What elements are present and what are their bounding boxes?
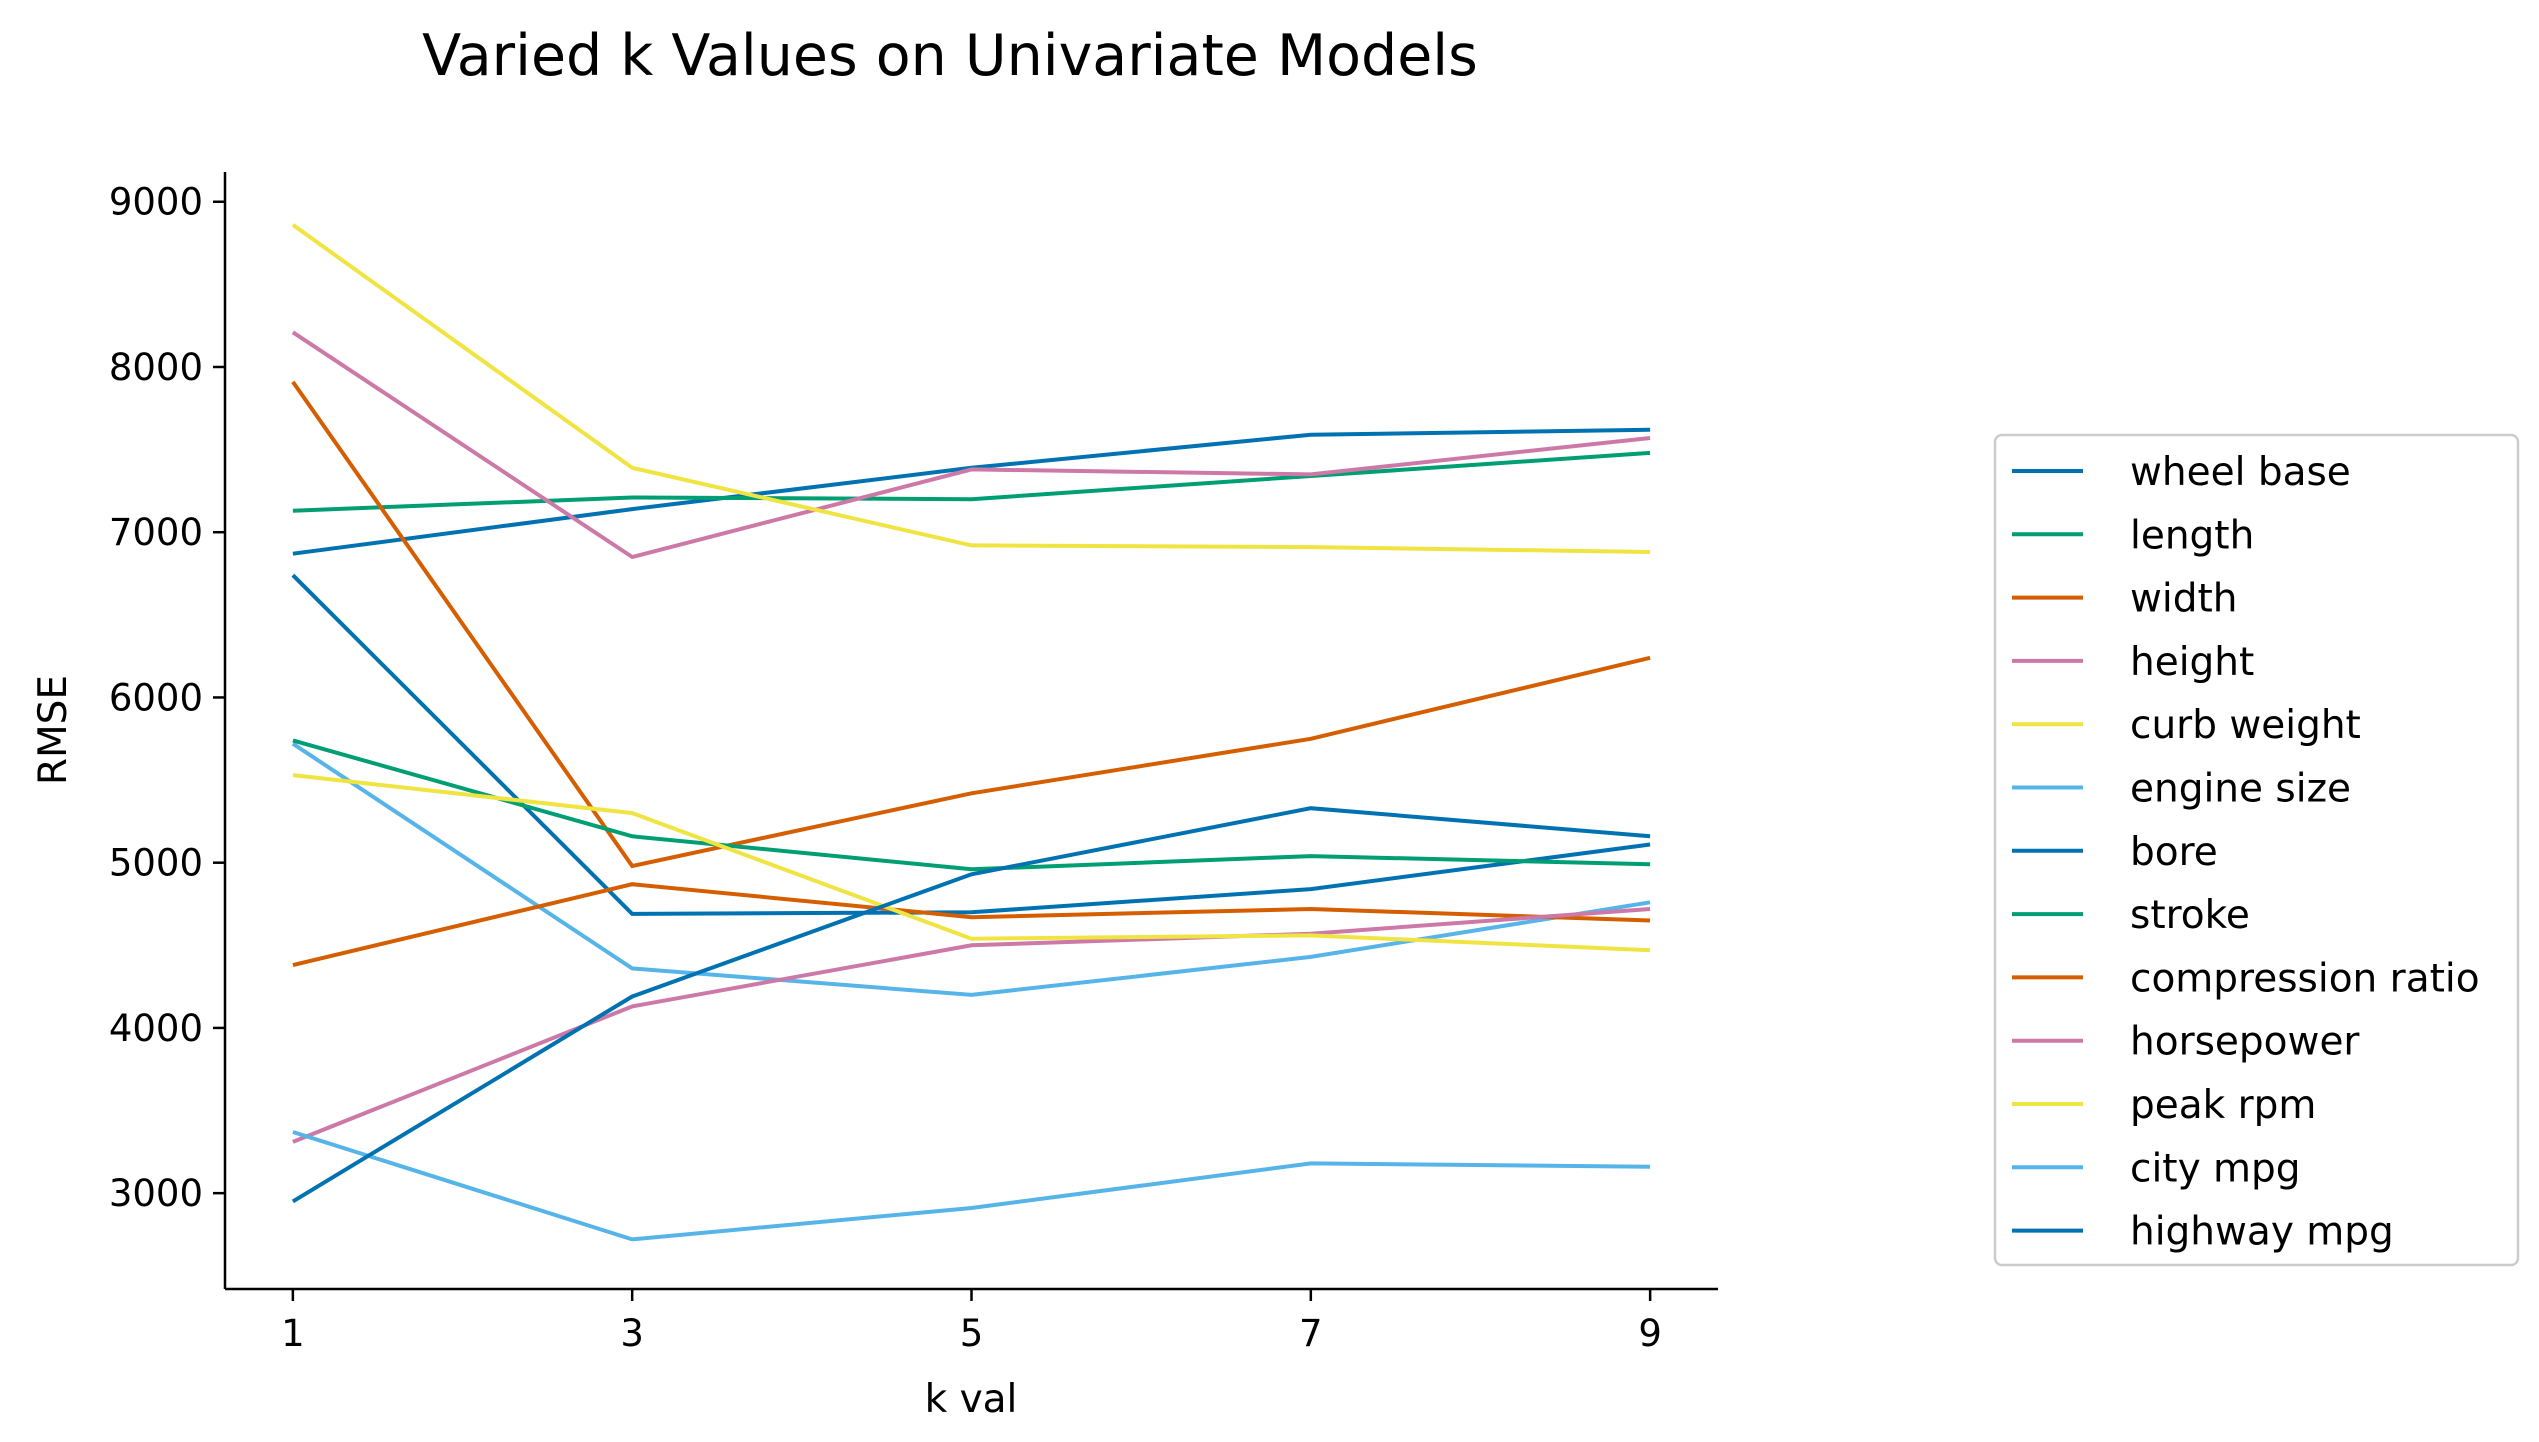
x-tick-label: 5 [960,1312,984,1355]
legend-label: stroke [2130,893,2250,938]
series-line-peak-rpm [292,773,1651,953]
series-line-wheel-base [292,427,1651,556]
y-tick-label: 7000 [109,511,203,554]
legend-label: curb weight [2130,703,2361,748]
series-line-compression-ratio [292,882,1651,968]
y-axis-label: RMSE [31,675,76,785]
series-line-horsepower [292,907,1651,1144]
legend-label: height [2130,640,2254,685]
x-tick-label: 9 [1638,1312,1662,1355]
x-tick-label: 1 [281,1312,305,1355]
legend-label: bore [2130,830,2218,875]
legend-label: peak rpm [2130,1083,2316,1128]
legend-label: width [2130,577,2238,622]
legend: wheel base length width height curb weight en… [1993,433,2520,1267]
legend-label: engine size [2130,767,2351,812]
legend-label: length [2130,513,2254,558]
series-line-stroke [292,738,1651,872]
x-axis-ticks: 1 3 5 7 9 [281,1289,1662,1355]
legend-frame [1993,433,2520,1267]
series-line-highway-mpg [291,806,1651,1204]
chart-title: Varied k Values on Univariate Models [422,23,1478,89]
x-tick-label: 3 [620,1312,644,1355]
legend-label: highway mpg [2130,1210,2394,1255]
x-tick-label: 7 [1299,1312,1323,1355]
y-tick-label: 5000 [109,842,203,885]
y-tick-label: 9000 [109,181,203,224]
legend-label: city mpg [2130,1146,2301,1191]
legend-label: wheel base [2130,450,2351,495]
series-line-height [291,330,1651,560]
legend-label: compression ratio [2130,956,2480,1001]
x-axis-label: k val [925,1377,1018,1422]
series-line-length [292,450,1651,513]
series-line-bore [291,573,1651,916]
series-layer [291,223,1651,1242]
series-line-city-mpg [292,1130,1651,1242]
series-line-width [291,380,1651,869]
y-axis-ticks: 3000 4000 5000 6000 7000 8000 9000 [109,181,225,1215]
y-tick-label: 3000 [109,1172,203,1215]
series-line-curb-weight [291,223,1651,554]
y-tick-label: 8000 [109,346,203,389]
y-tick-label: 6000 [109,676,203,719]
y-tick-label: 4000 [109,1007,203,1050]
legend-label: horsepower [2130,1020,2360,1065]
